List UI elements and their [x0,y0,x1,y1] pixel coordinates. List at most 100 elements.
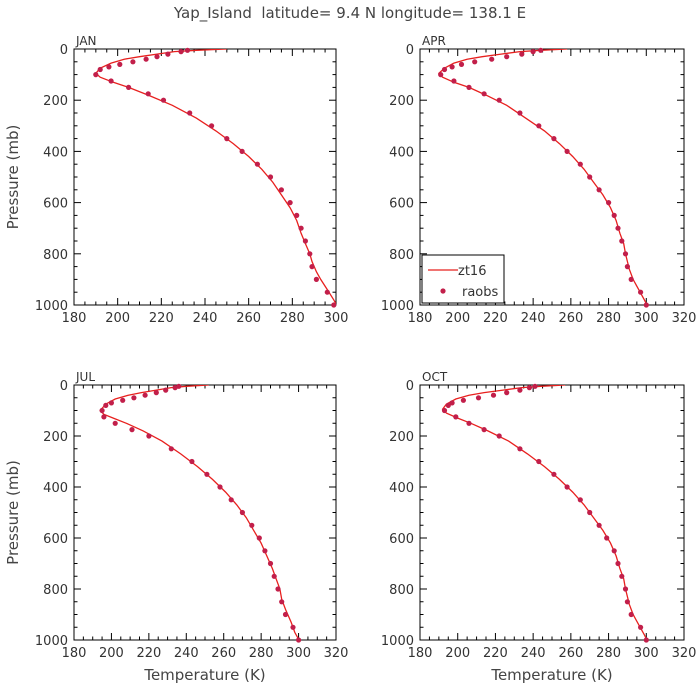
panel-jan-raobs-point [324,289,330,295]
panel-apr-raobs-point [624,264,631,270]
panel-oct-raobs-point [445,402,451,408]
panel-jul-ytick-label: 800 [43,583,68,598]
panel-jan-xtick-label: 220 [149,311,174,326]
panel-jul-raobs-point [103,402,109,408]
panel-jul-raobs-point [163,387,169,393]
panel-oct-ytick-label: 400 [389,481,414,496]
panel-apr-ytick-label: 1000 [381,299,414,314]
figure-title: Yap_Island latitude= 9.4 N longitude= 13… [173,4,527,22]
panel-apr-raobs-point [615,225,621,231]
panel-oct-frame [419,384,685,641]
panel-jul-raobs-point [262,548,268,554]
panel-oct-raobs-point [587,509,593,516]
panel-apr-raobs-point [638,289,644,295]
panel-apr-ytick-label: 0 [406,43,414,58]
panel-jul-raobs-point [168,446,174,452]
legend-label-raobs: raobs [462,285,499,300]
panel-jul-ylabel: Pressure (mb) [4,460,22,565]
panel-jan-ytick-label: 0 [60,43,68,58]
panel-jul-raobs-point [142,392,148,398]
panel-jan-raobs-point [160,97,167,103]
panel-jul-xtick-label: 260 [211,646,236,661]
panel-jan-xtick-label: 240 [193,311,218,326]
panel-jul-xtick-label: 320 [324,646,349,661]
panel-oct-ytick-label: 0 [406,379,414,394]
panel-jan-raobs-point [106,64,112,70]
panel-jan-raobs-point [108,78,114,84]
panel-jan-raobs-point [267,174,274,180]
panel-apr-xtick-label: 300 [634,311,659,326]
panel-jan-xtick-label: 200 [105,311,130,326]
panel-apr-raobs-point [489,56,495,62]
panel-jan-raobs-point [97,66,103,73]
panel-oct-raobs-point [615,560,621,567]
panel-jul-raobs-point [108,400,114,406]
panel-jan-raobs-point [224,136,230,142]
legend-label-zt16: zt16 [458,264,486,279]
panel-apr-raobs-point [466,84,472,90]
panel-apr-raobs-point [449,64,455,70]
panel-oct-raobs-point [532,383,538,389]
panel-jul-raobs-point [172,385,178,391]
panel-oct-xtick-label: 300 [634,646,659,661]
panel-jan-raobs-point [307,251,313,257]
panel-apr-raobs-point [577,161,583,167]
panel-apr-raobs-point [596,187,602,193]
panel-apr-xtick-label: 280 [596,311,621,326]
panel-apr-raobs-point [536,123,542,129]
panel-apr-xtick-label: 180 [408,311,433,326]
panel-jul-raobs-point [267,560,274,567]
panel-oct-raobs-point [449,400,455,406]
panel-jan-ytick-label: 400 [43,145,68,160]
panel-jan-label: JAN [75,34,97,48]
panel-jul-raobs-point [99,407,105,414]
panel-apr-raobs-point [611,212,617,218]
panel-oct-xtick-label: 280 [596,646,621,661]
legend-marker-swatch [440,288,446,294]
panel-jul-ytick-label: 0 [60,379,68,394]
panel-apr-xtick-label: 260 [558,311,583,326]
panel-jan-xtick-label: 280 [280,311,305,326]
panel-jan-raobs-point [287,200,293,206]
panel-oct-raobs-point [551,471,557,477]
panel-jul-raobs-point [296,637,302,643]
panel-oct-raobs-point [604,535,610,541]
panel-jul-ytick-label: 400 [43,481,68,496]
panel-apr-raobs-point [519,51,525,57]
panel-jul-raobs-point [217,484,223,490]
panel-apr-raobs-point [472,59,478,65]
panel-jan-xtick-label: 260 [236,311,261,326]
panel-oct-raobs-point [624,599,631,605]
panel-apr-xtick-label: 200 [445,311,470,326]
panel-jul-raobs-point [256,535,262,541]
panel-apr-raobs-point [441,66,448,73]
panel-jan-raobs-point [165,51,171,57]
panel-oct-raobs-point [619,573,625,579]
panel-oct-raobs-point [490,392,497,398]
panel-oct-raobs-point [526,385,533,391]
panel-jan-raobs-point [239,148,245,154]
panel-jul-xtick-label: 300 [286,646,311,661]
panel-apr-ytick-label: 400 [389,145,414,160]
panel-jul-raobs-point [129,427,135,433]
panel-oct-raobs-point [643,637,649,643]
panel-apr-ytick-label: 200 [389,94,414,109]
panel-apr-raobs-point [628,276,634,282]
panel-oct-ytick-label: 1000 [381,634,414,649]
panel-oct-xtick-label: 320 [672,646,697,661]
panel-jan-raobs-point [145,91,151,97]
panel-oct-raobs-point [460,397,466,403]
panel-jan-raobs-point [178,49,184,55]
panel-oct-raobs-point [564,484,570,490]
panel-apr-ytick-label: 800 [389,248,414,263]
panel-apr-xtick-label: 240 [521,311,546,326]
panel-oct-raobs-point [638,624,644,630]
panel-jul-raobs-point [131,395,137,401]
panel-jul-series-zt16 [99,385,300,640]
panel-jul-xtick-label: 220 [136,646,161,661]
panel-jul-xlabel: Temperature (K) [143,666,265,684]
panel-apr-raobs-point [438,72,444,78]
panel-jul-raobs-point [239,509,245,516]
panel-jan-ylabel: Pressure (mb) [4,125,22,230]
panel-oct-raobs-point [481,427,487,433]
